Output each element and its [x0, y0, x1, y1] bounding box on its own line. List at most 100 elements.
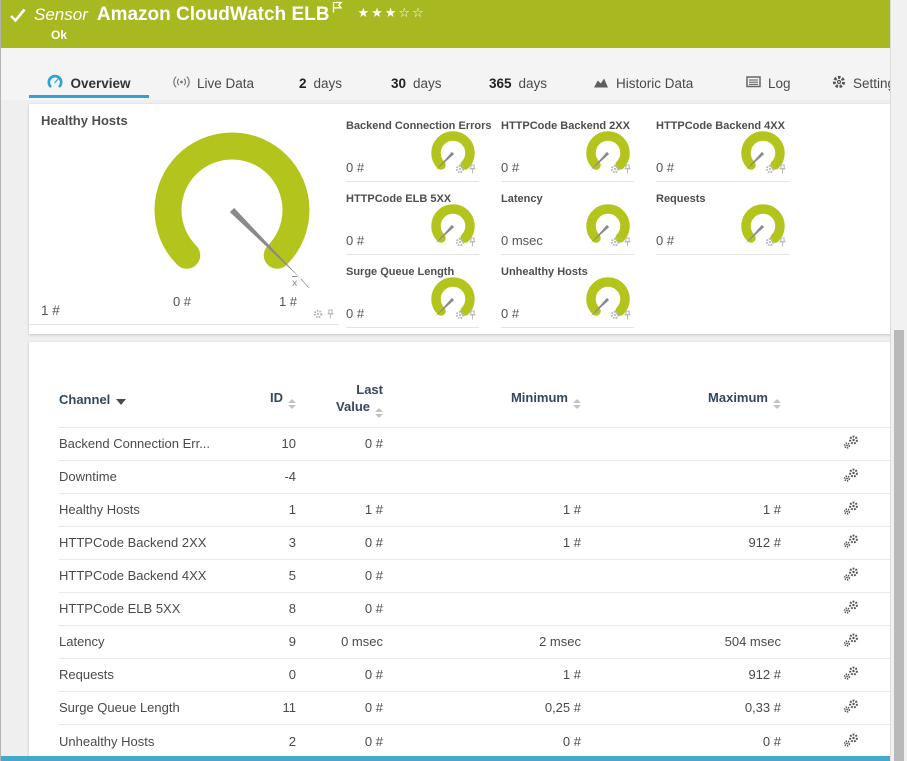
gauge-min-label: 0 # [172, 294, 192, 309]
tab-30-days[interactable]: 30 days [391, 70, 442, 96]
channel-last-value: 0 # [296, 591, 383, 626]
channel-name[interactable]: Backend Connection Err... [59, 426, 229, 461]
channel-name[interactable]: Requests [59, 657, 229, 692]
gauge-average-marker: x [292, 277, 298, 289]
table-row: HTTPCode ELB 5XX 8 0 # [59, 591, 891, 626]
channel-maximum [581, 591, 781, 626]
gauge-pin-icon[interactable] [468, 161, 477, 179]
tab-live-data-label: Live Data [197, 75, 255, 91]
channel-maximum: 912 # [581, 657, 781, 692]
gauge-pin-icon[interactable] [778, 234, 787, 252]
gauge-pin-icon[interactable] [623, 307, 632, 325]
channel-name[interactable]: Latency [59, 624, 229, 659]
gauge-pin-icon[interactable] [468, 234, 477, 252]
gauge-pin-icon[interactable] [623, 161, 632, 179]
channel-id: 3 [229, 525, 296, 560]
primary-gauge-healthy-hosts: Healthy Hosts x 0 # 1 # 1 # [29, 104, 339, 325]
gauge-settings-gear-icon[interactable] [765, 234, 775, 252]
channel-settings-gears-icon[interactable] [781, 459, 891, 494]
scrollbar-thumb[interactable] [894, 330, 904, 761]
tab-historic-data[interactable]: Historic Data [593, 70, 693, 96]
gauge-settings-gear-icon[interactable] [610, 161, 620, 179]
channel-name[interactable]: Healthy Hosts [59, 492, 229, 527]
gauge-settings-gear-icon[interactable] [610, 234, 620, 252]
channel-minimum: 1 # [383, 492, 581, 527]
gauge-title: HTTPCode Backend 2XX [501, 120, 630, 132]
channel-settings-gears-icon[interactable] [781, 492, 891, 527]
channel-name[interactable]: Surge Queue Length [59, 690, 229, 725]
vertical-scrollbar[interactable] [890, 0, 907, 761]
channel-maximum [581, 558, 781, 593]
historic-chart-icon [593, 75, 609, 92]
column-header-channel[interactable]: Channel [59, 378, 229, 427]
table-row: Healthy Hosts 1 1 # 1 # 1 # [59, 492, 891, 527]
channel-last-value: 0 # [296, 657, 383, 692]
channel-settings-gears-icon[interactable] [781, 624, 891, 659]
channel-id: 5 [229, 558, 296, 593]
gauge-settings-gear-icon[interactable] [455, 161, 465, 179]
channel-settings-gears-icon[interactable] [781, 690, 891, 725]
channel-settings-gears-icon[interactable] [781, 558, 891, 593]
channel-settings-gears-icon[interactable] [781, 525, 891, 560]
channel-last-value: 0 # [296, 723, 383, 758]
column-header-minimum[interactable]: Minimum [383, 378, 581, 427]
channel-last-value [296, 459, 383, 494]
flag-icon[interactable] [332, 0, 343, 18]
channel-id: 0 [229, 657, 296, 692]
gauge-settings-gear-icon[interactable] [455, 234, 465, 252]
tab-settings[interactable]: Settings [832, 70, 902, 96]
gauge-pin-icon[interactable] [778, 161, 787, 179]
sort-icon [573, 399, 581, 410]
column-header-last-value[interactable]: Last Value [296, 378, 383, 427]
tab-log[interactable]: Log [746, 70, 791, 96]
gear-icon [832, 75, 846, 92]
column-header-maximum[interactable]: Maximum [581, 378, 781, 427]
channel-maximum: 1 # [581, 492, 781, 527]
gauge-pin-icon[interactable] [326, 306, 335, 324]
tab-2-days-number: 2 [299, 75, 307, 91]
channel-name[interactable]: HTTPCode Backend 2XX [59, 525, 229, 560]
tab-bar: Overview Live Data 2 days 30 days 365 da… [1, 48, 902, 100]
channel-name[interactable]: HTTPCode ELB 5XX [59, 591, 229, 626]
tab-settings-label: Settings [853, 75, 902, 91]
channel-id: 2 [229, 723, 296, 758]
gauge-settings-gear-icon[interactable] [765, 161, 775, 179]
column-header-id[interactable]: ID [229, 378, 296, 427]
tab-overview[interactable]: Overview [29, 70, 149, 96]
channel-maximum [581, 426, 781, 461]
tab-365-days[interactable]: 365 days [489, 70, 547, 96]
tab-live-data[interactable]: Live Data [173, 70, 254, 96]
gauge-pin-icon[interactable] [623, 234, 632, 252]
channel-id: 9 [229, 624, 296, 659]
channel-settings-gears-icon[interactable] [781, 426, 891, 461]
gauge-title: Surge Queue Length [346, 266, 455, 278]
channel-settings-gears-icon[interactable] [781, 657, 891, 692]
channel-minimum: 1 # [383, 525, 581, 560]
tab-365-days-unit: days [518, 75, 548, 91]
table-row: Unhealthy Hosts 2 0 # 0 # 0 # [59, 723, 891, 758]
channel-maximum: 0 # [581, 723, 781, 758]
gauge-title: Healthy Hosts [41, 113, 128, 128]
gauge-current-value: 0 # [346, 306, 365, 321]
sensor-header: Sensor Amazon CloudWatch ELB ★★★☆☆ Ok [1, 0, 891, 48]
gauge-cell-requests: Requests 0 # [656, 193, 789, 255]
gauge-settings-gear-icon[interactable] [610, 307, 620, 325]
gauge-settings-gear-icon[interactable] [313, 306, 323, 324]
channel-name[interactable]: Downtime [59, 459, 229, 494]
tab-30-days-number: 30 [391, 75, 407, 91]
active-tab-underline [29, 95, 149, 98]
priority-stars[interactable]: ★★★☆☆ [357, 5, 426, 20]
gauge-pin-icon[interactable] [468, 307, 477, 325]
channel-name[interactable]: HTTPCode Backend 4XX [59, 558, 229, 593]
gauge-settings-gear-icon[interactable] [455, 307, 465, 325]
gauge-title: HTTPCode Backend 4XX [656, 120, 785, 132]
tab-2-days[interactable]: 2 days [299, 70, 342, 96]
channel-minimum: 2 msec [383, 624, 581, 659]
channel-name[interactable]: Unhealthy Hosts [59, 723, 229, 758]
gauge-max-label: 1 # [278, 294, 298, 309]
channel-maximum: 0,33 # [581, 690, 781, 725]
object-kind-label: Sensor [34, 5, 88, 24]
channel-settings-gears-icon[interactable] [781, 591, 891, 626]
channel-settings-gears-icon[interactable] [781, 723, 891, 758]
channel-maximum [581, 459, 781, 494]
